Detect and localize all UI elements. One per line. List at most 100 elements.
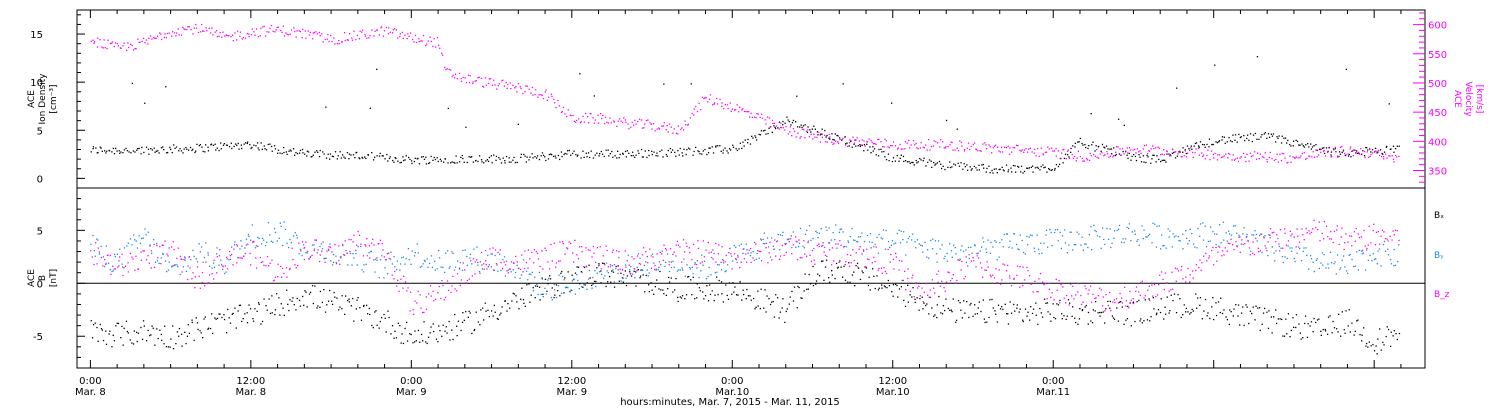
data-point (677, 133, 679, 135)
data-point (296, 237, 298, 239)
data-point (506, 310, 508, 312)
data-point (1215, 314, 1218, 317)
data-point (1266, 137, 1268, 139)
data-point (1370, 153, 1372, 155)
data-point (929, 149, 931, 151)
data-point (681, 127, 683, 129)
data-point (227, 308, 229, 311)
data-point (370, 250, 372, 252)
data-point (241, 147, 243, 150)
data-point (1051, 147, 1053, 149)
legend-bx: Bₓ (1434, 211, 1444, 221)
data-point (949, 166, 952, 169)
data-point (670, 261, 672, 263)
data-point (961, 317, 963, 319)
data-point (420, 333, 423, 336)
data-point (641, 269, 643, 271)
data-point (936, 316, 938, 319)
data-point (112, 147, 114, 150)
data-point (861, 253, 863, 255)
data-point (1299, 144, 1301, 146)
data-point (975, 167, 977, 169)
data-point (928, 313, 930, 315)
data-point (1302, 145, 1304, 147)
data-point (1095, 145, 1097, 147)
data-point (932, 238, 934, 240)
data-point (996, 259, 998, 261)
data-point (681, 295, 684, 297)
data-point (944, 309, 946, 312)
data-point (399, 269, 401, 271)
data-point (504, 275, 507, 277)
data-point (847, 240, 849, 242)
data-point (408, 156, 410, 159)
data-point (1321, 232, 1323, 235)
data-point (919, 295, 921, 297)
data-point (1172, 288, 1174, 290)
data-point (386, 253, 388, 255)
data-point (125, 320, 128, 322)
data-point (216, 317, 219, 319)
data-point (1255, 305, 1257, 307)
data-point (218, 35, 220, 37)
data-point (882, 146, 884, 148)
data-point (631, 256, 633, 258)
data-point (544, 278, 547, 280)
data-point (887, 240, 890, 243)
data-point (540, 155, 542, 157)
data-point (1347, 155, 1350, 157)
data-point (221, 264, 223, 266)
data-point (555, 262, 558, 264)
data-point (107, 254, 109, 256)
data-point (1283, 335, 1286, 337)
data-point (160, 147, 163, 149)
data-point (898, 269, 900, 271)
data-point (781, 234, 783, 237)
data-point (711, 290, 713, 292)
data-point (1085, 243, 1087, 245)
data-point (283, 221, 285, 223)
data-point (562, 243, 564, 245)
data-point (323, 258, 325, 260)
data-point (832, 138, 834, 141)
data-point (1038, 278, 1040, 280)
data-point (1339, 268, 1341, 271)
data-point (1246, 137, 1248, 140)
data-point (102, 265, 104, 267)
data-point (1364, 269, 1367, 271)
data-point (1342, 149, 1345, 151)
data-point (695, 146, 697, 149)
data-point (97, 239, 99, 241)
data-point (1315, 259, 1318, 261)
data-point (684, 298, 686, 300)
data-point (188, 26, 190, 28)
data-point (144, 102, 146, 104)
data-point (312, 302, 314, 305)
data-point (554, 289, 556, 291)
data-point (807, 240, 810, 242)
data-point (720, 150, 722, 152)
data-point (1152, 297, 1154, 299)
x-tick-label-date: Mar. 9 (396, 387, 427, 398)
data-point (592, 245, 595, 248)
data-point (616, 125, 618, 127)
data-point (661, 250, 663, 252)
data-point (1128, 152, 1130, 155)
data-point (736, 104, 738, 106)
data-point (1193, 145, 1195, 147)
data-point (638, 262, 640, 265)
data-point (139, 242, 142, 245)
data-point (1046, 298, 1048, 300)
data-point (667, 131, 669, 133)
data-point (925, 165, 927, 167)
data-point (1257, 152, 1259, 154)
data-point (904, 305, 907, 307)
data-point (527, 249, 529, 251)
data-point (1113, 237, 1115, 239)
data-point (810, 133, 812, 135)
data-point (611, 150, 613, 153)
data-point (817, 134, 819, 136)
data-point (1275, 250, 1277, 252)
data-point (752, 137, 754, 139)
data-point (425, 296, 427, 298)
